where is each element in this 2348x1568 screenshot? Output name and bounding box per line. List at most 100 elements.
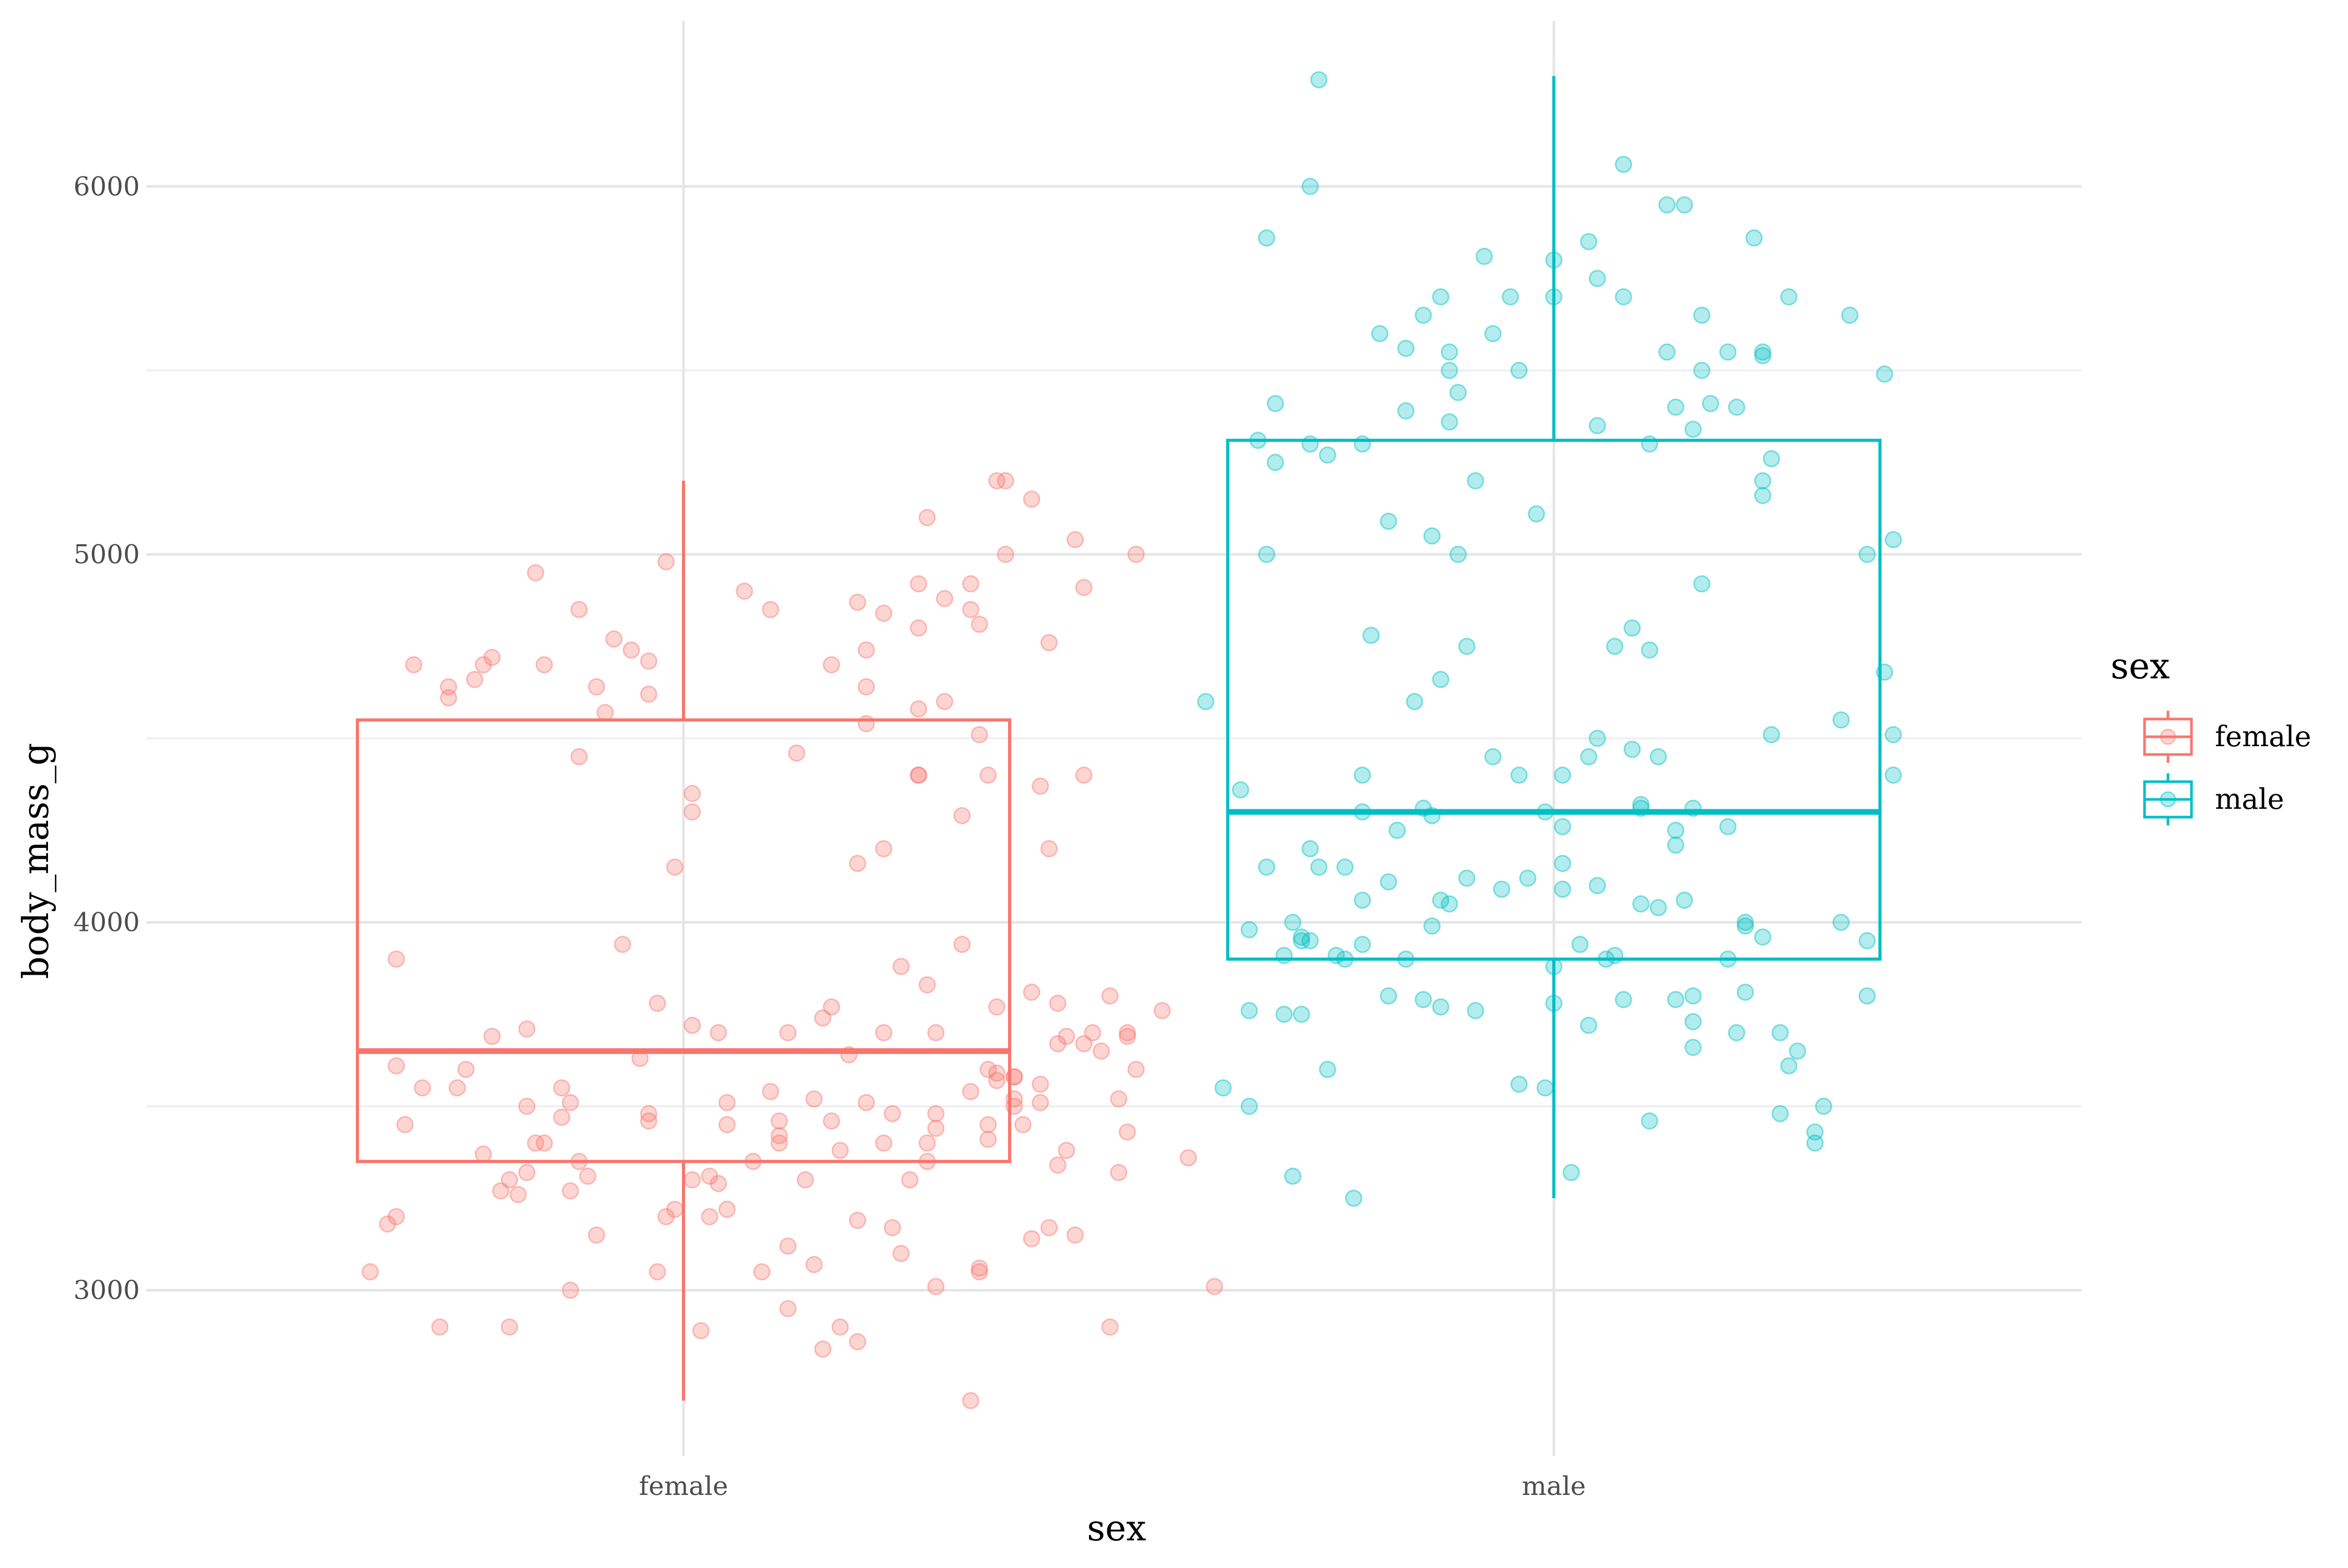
data-point-female <box>849 593 867 611</box>
data-point-male <box>1667 398 1685 416</box>
data-point-male <box>1301 177 1319 195</box>
data-point-female <box>518 1020 536 1038</box>
data-point-female <box>971 1263 988 1280</box>
data-point-male <box>1614 288 1632 306</box>
data-point-female <box>483 649 501 666</box>
data-point-male <box>1353 936 1371 953</box>
data-point-male <box>1510 767 1528 784</box>
data-point-male <box>1667 836 1685 854</box>
data-point-male <box>1736 917 1754 935</box>
data-point-male <box>1258 545 1276 563</box>
data-point-male <box>1380 512 1397 530</box>
data-point-female <box>779 1237 797 1255</box>
data-point-female <box>883 1219 901 1237</box>
data-point-female <box>431 1318 449 1336</box>
data-point-female <box>1049 995 1067 1012</box>
x-tick-label: female <box>639 1471 728 1501</box>
data-point-female <box>1093 1042 1110 1060</box>
y-axis-ticks: 3000 4000 5000 6000 <box>74 171 140 1305</box>
data-point-female <box>797 1171 814 1189</box>
data-point-male <box>1623 740 1641 758</box>
data-point-female <box>892 1244 910 1262</box>
data-point-female <box>883 1105 901 1122</box>
data-point-female <box>814 1009 832 1027</box>
data-point-female <box>1040 634 1058 652</box>
data-point-female <box>1058 1027 1075 1045</box>
data-point-female <box>831 1142 849 1159</box>
data-point-female <box>953 807 971 824</box>
data-point-female <box>649 995 666 1012</box>
data-point-male <box>1467 472 1484 489</box>
data-point-male <box>1649 899 1667 916</box>
data-point-female <box>988 472 1005 489</box>
data-point-female <box>588 1226 605 1244</box>
data-point-female <box>718 1094 736 1111</box>
data-point-female <box>875 1134 893 1152</box>
data-point-female <box>684 1171 701 1189</box>
data-point-female <box>535 656 553 674</box>
legend-items: female male <box>2143 711 2311 825</box>
x-axis-ticks: female male <box>639 1471 1586 1501</box>
data-point-male <box>1353 435 1371 453</box>
data-point-female <box>927 1119 945 1137</box>
data-point-female <box>997 472 1014 489</box>
data-point-male <box>1292 1006 1310 1023</box>
data-point-female <box>396 1116 414 1133</box>
data-point-female <box>823 998 841 1016</box>
data-point-male <box>1458 869 1476 887</box>
legend-title: sex <box>2111 646 2170 687</box>
data-point-male <box>1484 325 1502 342</box>
data-point-female <box>1075 1035 1093 1052</box>
y-tick-label: 5000 <box>74 539 140 569</box>
data-point-female <box>849 855 867 872</box>
data-point-female <box>474 656 492 674</box>
data-point-female <box>1032 1094 1049 1111</box>
data-point-male <box>1415 991 1432 1009</box>
data-point-female <box>762 1083 780 1100</box>
data-point-female <box>588 678 605 696</box>
data-point-male <box>1240 1097 1258 1115</box>
data-point-female <box>666 858 684 876</box>
data-point-male <box>1301 932 1319 950</box>
data-point-female <box>962 1083 979 1100</box>
data-point-female <box>405 656 423 674</box>
data-point-male <box>1571 936 1589 953</box>
data-point-female <box>927 1024 945 1042</box>
data-point-male <box>1476 247 1493 265</box>
data-point-female <box>535 1134 553 1152</box>
data-point-female <box>640 1112 657 1130</box>
data-point-female <box>1032 777 1049 795</box>
data-point-male <box>1292 932 1310 950</box>
data-point-female <box>1067 1226 1084 1244</box>
data-point-male <box>1554 818 1572 835</box>
data-point-female <box>927 1105 945 1122</box>
data-point-male <box>1754 928 1771 946</box>
data-point-male <box>1754 472 1771 489</box>
data-point-female <box>457 1061 475 1079</box>
data-point-male <box>1275 947 1293 964</box>
data-point-male <box>1684 1038 1702 1056</box>
data-point-male <box>1397 402 1415 420</box>
data-point-female <box>622 641 640 659</box>
box-body <box>356 718 1011 1163</box>
legend-label: female <box>2215 720 2311 753</box>
data-point-female <box>684 785 701 803</box>
data-point-male <box>1580 1016 1598 1034</box>
data-point-female <box>614 936 631 953</box>
data-point-female <box>971 726 988 744</box>
data-point-female <box>762 601 780 618</box>
data-point-female <box>561 1182 579 1200</box>
data-point-male <box>1588 877 1606 894</box>
data-point-female <box>718 1116 736 1133</box>
data-point-male <box>1292 928 1310 946</box>
data-point-female <box>909 700 927 718</box>
data-point-male <box>1319 446 1336 464</box>
data-point-male <box>1554 880 1572 898</box>
data-point-male <box>1885 726 1902 744</box>
data-point-female <box>701 1208 718 1226</box>
data-point-male <box>1693 575 1711 593</box>
data-point-male <box>1266 394 1284 412</box>
data-point-male <box>1858 545 1876 563</box>
x-axis-title: sex <box>1087 1508 1146 1549</box>
data-point-female <box>692 1322 710 1339</box>
